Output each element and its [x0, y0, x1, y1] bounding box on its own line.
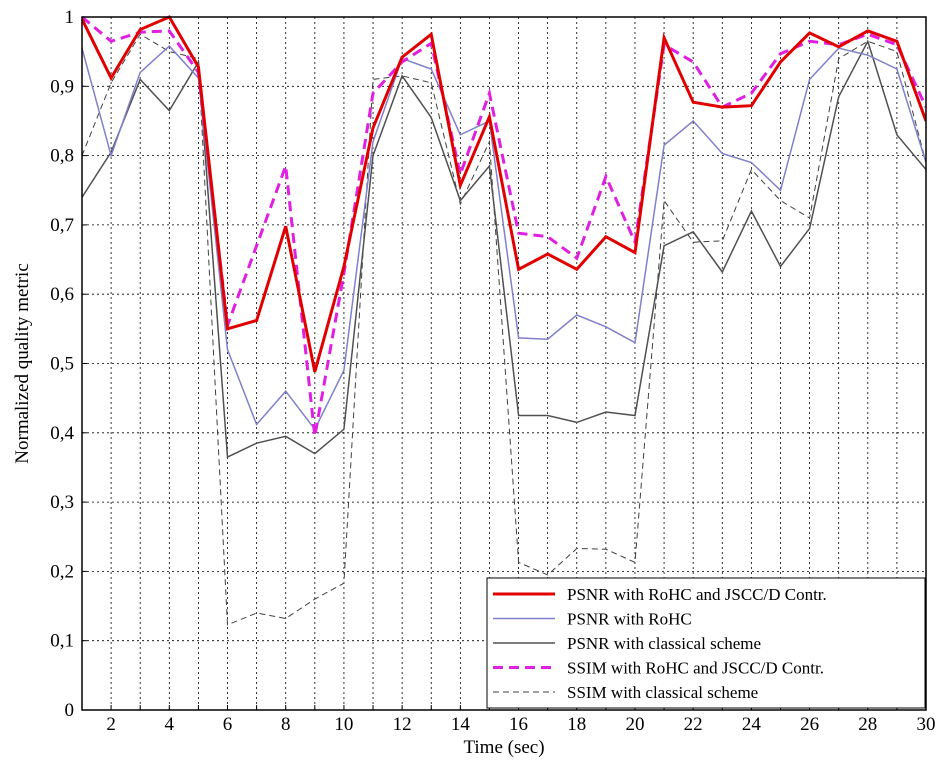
legend-box — [486, 577, 926, 709]
y-tick-label: 0,1 — [50, 631, 74, 652]
x-tick-label: 12 — [393, 714, 412, 735]
legend-label: SSIM with classical scheme — [567, 683, 758, 702]
x-tick-label: 28 — [858, 714, 877, 735]
legend: PSNR with RoHC and JSCC/D Contr. PSNR wit… — [486, 577, 926, 709]
series-line-3 — [82, 39, 926, 459]
x-tick-label: 4 — [165, 714, 175, 735]
x-tick-label: 10 — [334, 714, 353, 735]
legend-label: PSNR with RoHC — [567, 610, 692, 629]
x-tick-label: 8 — [281, 714, 291, 735]
axis-ticks: 2 4 6 8 10 12 14 16 18 20 22 24 26 28 3000,10,20,30,40… — [50, 7, 935, 735]
x-tick-label: 30 — [917, 714, 936, 735]
y-tick-label: 0,6 — [50, 284, 74, 305]
y-tick-label: 0,5 — [50, 354, 74, 375]
y-tick-label: 0,8 — [50, 146, 74, 167]
series-line-5 — [82, 33, 926, 626]
y-tick-label: 0,4 — [50, 423, 74, 444]
y-tick-label: 0,2 — [50, 561, 74, 582]
x-tick-label: 14 — [451, 714, 471, 735]
y-tick-label: 0,9 — [50, 76, 74, 97]
y-axis-label: Normalized quality metric — [12, 263, 33, 463]
y-tick-label: 1 — [65, 7, 75, 28]
grid-lines — [82, 17, 926, 710]
series-line-1 — [82, 15, 926, 373]
x-tick-label: 24 — [742, 714, 762, 735]
x-tick-label: 26 — [800, 714, 819, 735]
legend-label: PSNR with classical scheme — [567, 634, 761, 653]
x-tick-label: 16 — [509, 714, 528, 735]
y-tick-label: 0,7 — [50, 215, 74, 236]
x-tick-label: 22 — [684, 714, 703, 735]
x-tick-label: 2 — [106, 714, 116, 735]
x-tick-label: 18 — [567, 714, 586, 735]
x-axis-label: Time (sec) — [463, 737, 544, 758]
x-tick-label: 20 — [625, 714, 644, 735]
x-tick-label: 6 — [223, 714, 233, 735]
series-lines — [82, 15, 926, 626]
legend-label: PSNR with RoHC and JSCC/D Contr. — [567, 585, 827, 604]
series-line-2 — [82, 45, 926, 431]
y-tick-label: 0,3 — [50, 492, 74, 513]
y-tick-label: 0 — [65, 700, 75, 721]
legend-label: SSIM with RoHC and JSCC/D Contr. — [567, 659, 824, 678]
